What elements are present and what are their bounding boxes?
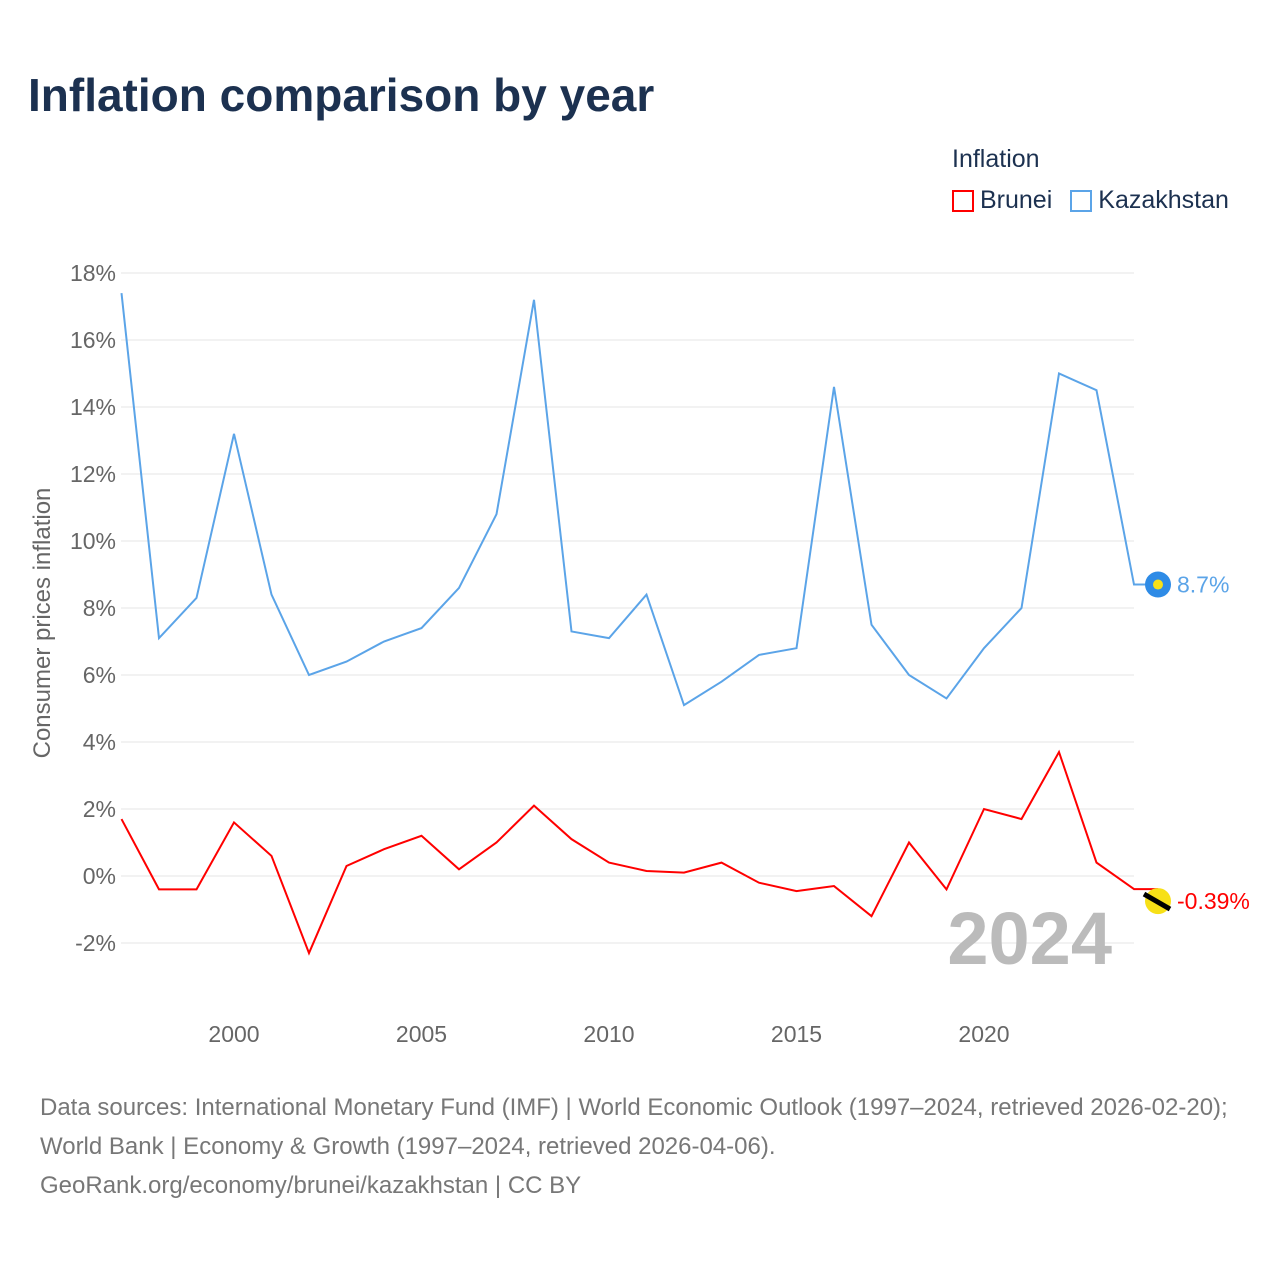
y-tick-label: 16% bbox=[70, 327, 116, 353]
y-tick-label: 0% bbox=[83, 863, 116, 889]
legend-swatch-brunei bbox=[952, 189, 974, 212]
end-label-kazakhstan: 8.7% bbox=[1177, 572, 1229, 598]
y-tick-label: 8% bbox=[83, 595, 116, 621]
footer-sources: Data sources: International Monetary Fun… bbox=[40, 1094, 1228, 1160]
legend: Brunei Kazakhstan bbox=[952, 186, 1229, 215]
y-tick-label: 18% bbox=[70, 260, 116, 286]
end-label-brunei: -0.39% bbox=[1177, 888, 1250, 914]
series-line-kazakhstan bbox=[120, 292, 1158, 707]
y-tick-label: 6% bbox=[83, 662, 116, 688]
footer-credit: GeoRank.org/economy/brunei/kazakhstan | … bbox=[40, 1172, 582, 1199]
legend-item-kazakhstan[interactable]: Kazakhstan bbox=[1070, 186, 1229, 215]
x-tick-label: 2010 bbox=[583, 1021, 634, 1047]
line-chart: -2% 0% 2% 4% 6% 8% 10% 12% 14% 16% 18% 2000 2005 2010… bbox=[29, 260, 1250, 1047]
x-tick-label: 2005 bbox=[396, 1021, 447, 1047]
x-tick-label: 2015 bbox=[771, 1021, 822, 1047]
year-watermark: 2024 bbox=[947, 897, 1112, 980]
y-tick-label: 14% bbox=[70, 394, 116, 420]
legend-label-brunei: Brunei bbox=[980, 186, 1053, 214]
legend-swatch-kazakhstan bbox=[1070, 189, 1093, 212]
legend-item-brunei[interactable]: Brunei bbox=[952, 186, 1052, 215]
y-tick-label: 2% bbox=[83, 796, 116, 822]
legend-label-kazakhstan: Kazakhstan bbox=[1098, 186, 1229, 214]
x-tick-label: 2000 bbox=[208, 1021, 259, 1047]
y-tick-label: -2% bbox=[75, 930, 116, 956]
chart-title: Inflation comparison by year bbox=[28, 69, 655, 121]
x-tick-label: 2020 bbox=[958, 1021, 1009, 1047]
flag-stripe-icon bbox=[1142, 891, 1172, 912]
footer: Data sources: International Monetary Fun… bbox=[40, 1088, 1260, 1205]
y-tick-label: 10% bbox=[70, 528, 116, 554]
series-line-brunei bbox=[120, 749, 1158, 956]
legend-title: Inflation bbox=[952, 145, 1040, 173]
y-tick-label: 12% bbox=[70, 461, 116, 487]
y-tick-label: 4% bbox=[83, 729, 116, 755]
y-axis-label: Consumer prices inflation bbox=[29, 488, 56, 759]
flag-sun-icon bbox=[1153, 579, 1163, 590]
